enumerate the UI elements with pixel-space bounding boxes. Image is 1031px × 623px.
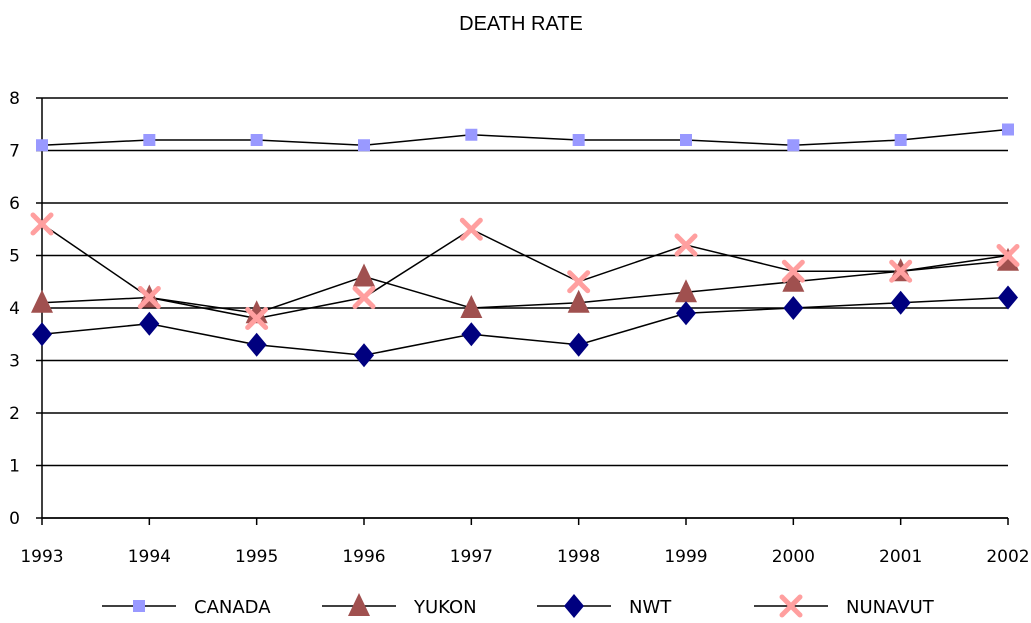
- series-line-yukon: [41, 260, 1009, 315]
- y-tick-label: 4: [9, 299, 20, 319]
- data-point-nunavut: [137, 286, 161, 309]
- series-line-nwt: [41, 296, 1009, 357]
- data-point-yukon: [245, 300, 268, 324]
- data-point-nunavut: [674, 233, 698, 257]
- marker-stroke: [30, 212, 54, 236]
- data-point-nunavut: [567, 270, 591, 294]
- data-point-nwt: [676, 301, 696, 326]
- y-axis-ticks: 0 1 2 3 4 5 6 7 8: [9, 89, 42, 529]
- legend-marker-canada: [133, 600, 145, 612]
- data-point-canada: [680, 134, 692, 146]
- data-point-nwt: [998, 285, 1018, 310]
- legend-label: YUKON: [413, 597, 477, 618]
- data-point-nwt: [32, 322, 52, 347]
- data-point-nwt: [568, 332, 589, 357]
- data-point-canada: [787, 139, 800, 152]
- data-point-canada: [250, 134, 263, 146]
- y-tick-label: 2: [9, 404, 20, 424]
- marker-stroke: [781, 259, 805, 283]
- data-point-nwt: [139, 311, 160, 336]
- data-point-canada: [572, 134, 585, 146]
- chart-title: DEATH RATE: [459, 13, 583, 35]
- x-tick-label: 2002: [986, 547, 1029, 567]
- data-point-nwt: [461, 322, 482, 347]
- legend-marker-nwt: [564, 594, 584, 618]
- series-markers: [30, 123, 1020, 368]
- x-tick-label: 1997: [450, 547, 493, 567]
- x-tick-label: 1999: [664, 547, 707, 567]
- marker-stroke: [352, 286, 376, 309]
- y-tick-label: 7: [9, 142, 20, 162]
- legend-marker-yukon: [348, 593, 370, 616]
- data-point-yukon: [997, 247, 1019, 271]
- legend-marker-nunavut: [779, 594, 803, 618]
- marker-stroke: [459, 217, 483, 241]
- y-tick-label: 6: [9, 194, 20, 214]
- legend-label: CANADA: [194, 597, 271, 618]
- legend-entry-canada: CANADA: [102, 597, 271, 618]
- data-point-nunavut: [245, 307, 269, 330]
- legend-entry-nunavut: NUNAVUT: [754, 594, 935, 618]
- x-axis-ticks: 1993 1994 1995 1996 1997 1998 1999 2000 2001 2002: [20, 518, 1030, 567]
- data-point-nunavut: [30, 212, 54, 236]
- marker-stroke: [889, 259, 913, 283]
- series-lines: [41, 128, 1009, 357]
- data-point-nunavut: [889, 259, 913, 283]
- data-point-yukon: [31, 289, 53, 313]
- data-point-yukon: [460, 295, 483, 318]
- data-point-yukon: [782, 268, 805, 292]
- marker-stroke: [779, 594, 803, 618]
- data-point-canada: [36, 139, 48, 152]
- legend-entry-nwt: NWT: [537, 594, 672, 618]
- legend-label: NUNAVUT: [846, 597, 935, 618]
- marker-stroke: [674, 233, 698, 257]
- series-line-nunavut: [41, 223, 1009, 320]
- data-point-yukon: [675, 279, 697, 303]
- x-tick-label: 2001: [879, 547, 922, 567]
- data-point-yukon: [353, 263, 375, 287]
- legend-label: NWT: [629, 597, 672, 618]
- data-point-nunavut: [781, 259, 805, 283]
- x-tick-label: 1994: [128, 547, 171, 567]
- y-tick-label: 5: [9, 247, 20, 267]
- data-point-nwt: [354, 343, 374, 368]
- data-point-yukon: [567, 289, 590, 313]
- data-point-nwt: [246, 332, 267, 357]
- y-tick-label: 3: [9, 352, 20, 372]
- x-tick-label: 1996: [342, 547, 385, 567]
- data-point-nunavut: [352, 286, 376, 309]
- legend-entry-yukon: YUKON: [322, 593, 477, 618]
- data-point-nwt: [783, 296, 804, 320]
- marker-stroke: [567, 270, 591, 294]
- x-tick-label: 1995: [235, 547, 278, 567]
- x-tick-label: 1993: [20, 547, 63, 567]
- series-line-canada: [41, 128, 1009, 147]
- legend: CANADA YUKON NWT NUNAVUT: [102, 593, 935, 618]
- data-point-canada: [143, 134, 156, 146]
- data-point-canada: [894, 134, 907, 146]
- marker-stroke: [996, 244, 1020, 267]
- data-point-canada: [1002, 123, 1014, 136]
- data-point-nunavut: [459, 217, 483, 241]
- y-tick-label: 8: [9, 89, 20, 109]
- y-tick-label: 1: [9, 457, 20, 477]
- x-tick-label: 1998: [557, 547, 600, 567]
- data-point-canada: [358, 139, 370, 152]
- marker-stroke: [137, 286, 161, 309]
- data-point-nunavut: [996, 244, 1020, 267]
- y-tick-label: 0: [9, 509, 20, 529]
- data-point-canada: [465, 128, 478, 141]
- x-tick-label: 2000: [772, 547, 815, 567]
- data-point-nwt: [890, 290, 911, 315]
- gridlines: [42, 97, 1008, 519]
- marker-stroke: [245, 307, 269, 330]
